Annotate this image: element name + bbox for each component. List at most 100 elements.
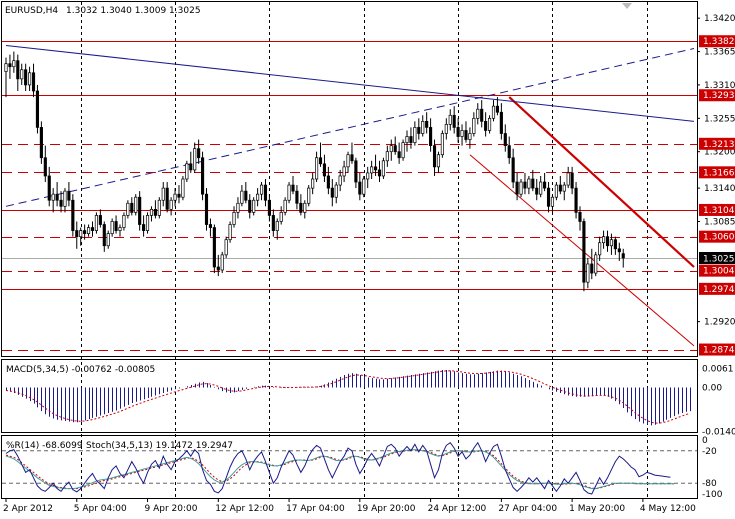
osc-tick: 0 — [702, 436, 708, 446]
current-price-tag — [699, 252, 735, 264]
candle — [436, 151, 441, 173]
candle — [440, 130, 444, 158]
candle — [79, 227, 83, 246]
candle — [448, 109, 452, 131]
time-tick: 9 Apr 20:00 — [145, 504, 198, 514]
candle — [385, 145, 389, 167]
candle — [413, 121, 417, 146]
candle — [338, 169, 342, 192]
candle — [562, 182, 566, 201]
candle — [566, 166, 570, 189]
candle — [326, 166, 330, 195]
candle — [346, 151, 350, 173]
candle — [173, 188, 177, 207]
candle — [609, 233, 614, 255]
candle — [429, 118, 433, 152]
candle — [216, 254, 220, 277]
level-price-text: 1.3104 — [703, 206, 735, 216]
candle — [208, 218, 213, 237]
candle — [397, 142, 401, 164]
macd-signal-line — [5, 370, 691, 424]
candle — [134, 194, 138, 216]
candle — [409, 127, 413, 149]
time-tick: 19 Apr 20:00 — [357, 504, 416, 514]
falling-resistance-thick[interactable] — [508, 96, 695, 268]
falling-channel-thin[interactable] — [469, 154, 695, 347]
price-tick: 1.3200 — [704, 148, 735, 158]
symbol-label: EURUSD,H4 — [5, 6, 58, 16]
candle — [59, 191, 63, 213]
candle — [527, 175, 531, 195]
level-price-tag — [699, 264, 735, 277]
macd-histogram: 0.0061 0.00 -0.01409 — [5, 364, 735, 437]
candle — [189, 151, 193, 173]
candle — [546, 182, 551, 213]
candle — [405, 130, 409, 152]
long-term-down-trend[interactable] — [5, 44, 695, 122]
candle — [248, 194, 252, 219]
candle — [377, 160, 382, 183]
candle — [149, 206, 154, 222]
price-tick: 1.3365 — [704, 48, 735, 58]
price-tick: 1.3420 — [704, 14, 735, 24]
candle — [491, 100, 496, 122]
candle — [71, 194, 75, 237]
candle — [354, 157, 358, 189]
time-axis: 2 Apr 2012 5 Apr 04:00 9 Apr 20:00 12 Apr 1… — [3, 498, 696, 514]
main-panel-frame — [1, 1, 698, 357]
wpr-label: %R(14) -68.6099 — [6, 441, 83, 451]
candle — [315, 151, 319, 183]
candle — [350, 142, 354, 164]
candle — [613, 236, 617, 255]
level-price-tag — [699, 230, 735, 243]
candle — [169, 197, 173, 216]
candle — [342, 160, 346, 183]
candle — [417, 118, 421, 140]
price-tick: 1.3255 — [704, 114, 735, 124]
time-tick: 17 Apr 04:00 — [286, 504, 345, 514]
candle — [476, 103, 480, 125]
stoch-label: Stoch(34,5,13) 19.1472 19.2947 — [86, 441, 233, 451]
candle — [330, 179, 334, 207]
osc-tick: -100 — [702, 490, 723, 500]
candle — [51, 188, 55, 213]
macd-tick: 0.0061 — [702, 364, 734, 374]
level-price-tag — [699, 166, 735, 179]
macd-tick: -0.01409 — [702, 427, 735, 437]
candle — [39, 121, 43, 164]
candle — [586, 257, 590, 289]
horizontal-levels — [2, 41, 697, 351]
candle — [114, 215, 118, 234]
oscillator-panel-frame — [1, 435, 698, 499]
candle — [299, 194, 303, 216]
candle — [102, 221, 106, 252]
candle — [487, 115, 492, 134]
candle — [393, 136, 397, 155]
level-price-tag — [699, 89, 735, 102]
chart-shift-icon[interactable] — [622, 3, 632, 9]
candle — [240, 185, 244, 207]
candle — [574, 182, 578, 219]
candle — [24, 63, 28, 91]
candle — [75, 221, 79, 249]
candle — [452, 106, 456, 134]
time-tick: 5 Apr 04:00 — [74, 504, 127, 514]
trendlines[interactable] — [5, 44, 695, 347]
candle — [617, 242, 621, 261]
candle — [582, 218, 586, 292]
candle — [224, 236, 228, 258]
candle — [67, 182, 71, 207]
candle — [4, 57, 8, 98]
candle — [602, 230, 606, 249]
candle — [145, 212, 150, 234]
candle — [464, 121, 468, 143]
candle — [161, 182, 165, 207]
candle — [185, 160, 189, 183]
candle — [165, 182, 169, 213]
candle — [110, 218, 114, 237]
level-price-text: 1.2974 — [703, 285, 735, 295]
candle — [519, 179, 523, 198]
rising-trend-dashed[interactable] — [5, 48, 695, 207]
